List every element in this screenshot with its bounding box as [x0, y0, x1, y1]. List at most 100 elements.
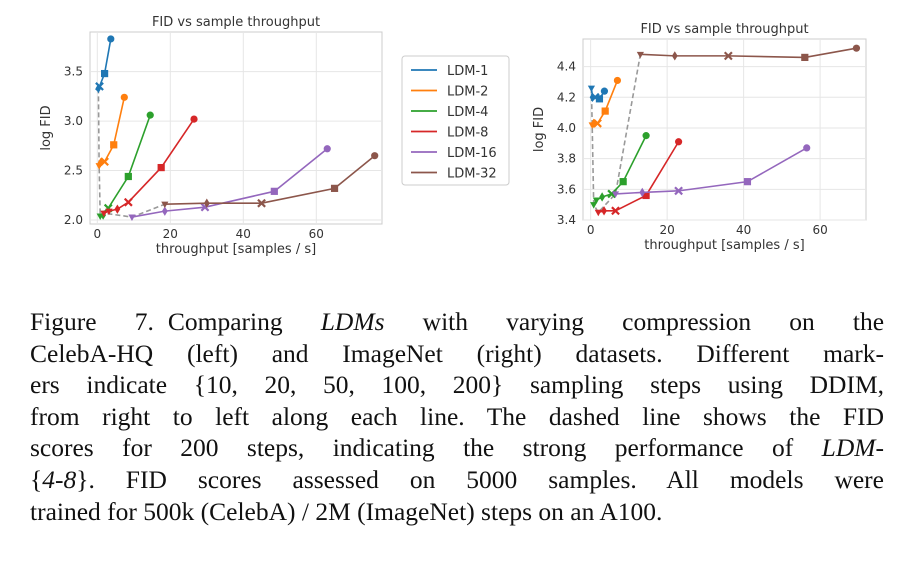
x-tick-label: 20	[659, 223, 674, 237]
chart-celeba-hq: 0 20 40 60 2.0 2.5 3.0 3.5 FID vs sample through…	[39, 15, 383, 257]
data-point	[642, 132, 650, 140]
chart-imagenet: 0 20 40 60 3.4 3.6 3.8 4.0 4.2 4.4 FID vs sample t…	[532, 22, 867, 253]
data-point	[114, 204, 121, 214]
data-point	[110, 141, 118, 149]
data-point	[161, 201, 169, 209]
data-point	[270, 187, 278, 195]
figure: 0 20 40 60 2.0 2.5 3.0 3.5 FID vs sample through…	[39, 15, 867, 257]
legend-label: LDM-1	[447, 64, 488, 79]
x-tick-label: 60	[812, 223, 827, 237]
data-point	[599, 192, 606, 202]
y-tick-label: 2.0	[64, 213, 83, 227]
caption-line-4: from right to left along each line. The …	[30, 401, 884, 431]
series-ldm-1	[587, 85, 609, 103]
data-point	[95, 82, 104, 91]
x-tick-label: 40	[236, 227, 251, 241]
data-point	[852, 44, 861, 52]
legend: LDM-1 LDM-2 LDM-4 LDM-8 LDM-16 LDM-32	[401, 55, 510, 186]
data-point	[636, 51, 644, 59]
data-point	[803, 144, 811, 152]
data-point	[157, 163, 165, 172]
x-tick-label: 60	[309, 227, 324, 241]
data-point	[100, 210, 108, 218]
plot-area	[89, 31, 383, 225]
series-ldm-1	[95, 35, 115, 94]
x-tick-label: 20	[163, 227, 178, 241]
data-point	[594, 209, 602, 217]
x-axis-label: throughput [samples / s]	[644, 238, 804, 253]
data-point	[642, 191, 650, 200]
data-point	[613, 76, 622, 85]
caption-text: }. FID scores assessed on 5000 samples. …	[76, 464, 884, 494]
data-point	[801, 53, 809, 62]
data-point	[124, 172, 132, 181]
caption-line-7: trained for 500k (CelebA) / 2M (ImageNet…	[30, 496, 663, 526]
data-point	[675, 138, 683, 146]
data-point	[100, 157, 109, 167]
y-tick-label: 4.4	[557, 60, 576, 74]
series-ldm-2	[95, 93, 128, 170]
figure-caption: Figure 7. Comparing LDMs with varying com…	[30, 306, 884, 527]
data-point	[330, 184, 339, 192]
data-point	[323, 145, 331, 153]
caption-text: {	[30, 464, 43, 494]
data-point	[674, 186, 683, 196]
caption-italic: 4-8	[42, 464, 77, 494]
legend-label: LDM-16	[447, 146, 497, 161]
plot-area	[582, 38, 867, 221]
caption-text: Comparing	[167, 307, 321, 336]
data-point	[723, 51, 733, 61]
series-ldm-32	[636, 44, 861, 62]
data-point	[611, 206, 620, 216]
y-tick-label: 2.5	[64, 164, 83, 178]
data-point	[619, 178, 627, 186]
y-tick-label: 3.0	[64, 114, 83, 128]
y-tick-label: 3.4	[557, 213, 576, 227]
series-ldm-2	[588, 76, 622, 129]
x-tick-label: 40	[736, 223, 751, 237]
caption-line-3: ers indicate {10, 20, 50, 100, 200} samp…	[30, 370, 884, 400]
y-tick-label: 3.6	[557, 182, 576, 196]
data-point	[105, 208, 113, 216]
data-point	[592, 197, 600, 205]
data-point	[257, 198, 266, 208]
series-ldm-16	[128, 145, 331, 222]
caption-italic: LDM-	[821, 433, 884, 463]
data-point	[101, 69, 109, 78]
y-axis-label: log FID	[532, 107, 547, 152]
data-point	[161, 206, 168, 216]
data-point	[128, 214, 136, 222]
caption-text: with varying compression on the	[384, 307, 885, 336]
data-point	[595, 95, 604, 103]
x-axis-label: throughput [samples / s]	[156, 242, 316, 257]
data-point	[203, 198, 210, 208]
caption-line-1: Figure 7. Comparing LDMs with varying com…	[30, 306, 884, 338]
data-point	[671, 51, 678, 61]
data-point	[590, 202, 598, 209]
legend-label: LDM-4	[447, 105, 488, 120]
legend-label: LDM-32	[447, 167, 497, 182]
y-tick-label: 3.5	[64, 65, 83, 79]
series-ldm-16	[611, 144, 811, 198]
caption-italic: LDMs	[320, 307, 385, 336]
series-ldm-8	[100, 115, 198, 218]
caption-line-6: {4-8}. FID scores assessed on 5000 sampl…	[30, 464, 884, 496]
x-tick-label: 0	[93, 227, 101, 241]
chart-title: FID vs sample throughput	[152, 15, 320, 30]
data-point	[120, 93, 128, 101]
data-point	[123, 197, 133, 207]
data-point	[639, 187, 646, 198]
data-point	[146, 111, 154, 119]
y-tick-label: 3.8	[557, 152, 576, 166]
y-tick-label: 4.2	[557, 90, 576, 104]
data-point	[600, 87, 609, 95]
y-axis-label: log FID	[39, 105, 54, 150]
y-tick-label: 4.0	[557, 121, 576, 135]
chart-title: FID vs sample throughput	[640, 22, 808, 37]
data-point	[190, 115, 198, 123]
caption-text: scores for 200 steps, indicating the str…	[30, 433, 822, 463]
dashed-200-steps-line	[590, 54, 642, 214]
data-point	[107, 35, 115, 43]
caption-figure-number: Figure 7.	[30, 307, 154, 336]
data-point	[593, 118, 602, 128]
